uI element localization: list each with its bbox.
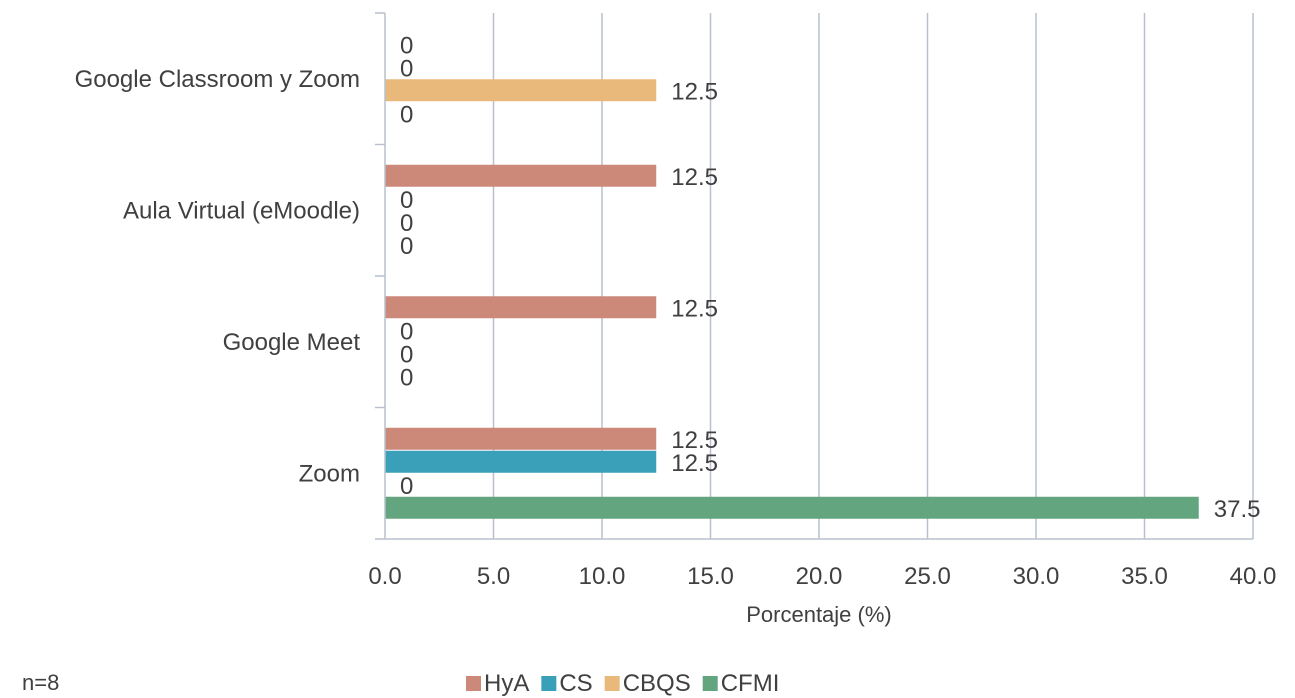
- sample-size-note: n=8: [22, 670, 59, 695]
- data-label: 0: [400, 341, 413, 368]
- category-label: Google Meet: [223, 329, 361, 356]
- legend-swatch-cbqs: [604, 676, 620, 691]
- legend-swatch-cs: [541, 676, 557, 691]
- data-label: 0: [400, 55, 413, 82]
- data-label: 0: [400, 187, 413, 214]
- data-label: 12.5: [671, 295, 718, 322]
- axes: 0.0 5.0 10.0 15.0 20.0 25.0 30.0 35.0 40.0 Google…: [75, 12, 1277, 590]
- data-label: 0: [400, 233, 413, 260]
- legend-label-hya: HyA: [484, 670, 529, 697]
- legend-swatch-cfmi: [702, 676, 718, 691]
- x-tick-label: 35.0: [1121, 563, 1168, 590]
- x-axis-title: Porcentaje (%): [746, 602, 892, 627]
- bar-hya: [385, 164, 657, 187]
- bar-cfmi: [385, 496, 1199, 519]
- data-label: 12.5: [671, 164, 718, 191]
- bars: [385, 79, 1199, 519]
- legend: HyA CS CBQS CFMI: [466, 670, 779, 697]
- category-label: Zoom: [299, 460, 360, 487]
- x-tick-label: 0.0: [368, 563, 401, 590]
- data-label: 0: [400, 32, 413, 59]
- x-tick-label: 25.0: [904, 563, 951, 590]
- bar-hya: [385, 427, 657, 450]
- legend-label-cfmi: CFMI: [721, 670, 780, 697]
- data-label: 0: [400, 318, 413, 345]
- legend-label-cs: CS: [559, 670, 592, 697]
- data-label: 0: [400, 210, 413, 237]
- legend-swatch-hya: [466, 676, 481, 691]
- bar-hya: [385, 296, 657, 319]
- x-tick-label: 15.0: [687, 563, 734, 590]
- x-tick-label: 30.0: [1013, 563, 1060, 590]
- bar-cs: [385, 450, 657, 473]
- data-label: 0: [400, 364, 413, 391]
- data-label: 12.5: [671, 427, 718, 454]
- data-label: 12.5: [671, 450, 718, 477]
- x-tick-label: 5.0: [477, 563, 510, 590]
- data-label: 0: [400, 473, 413, 500]
- data-label: 0: [400, 101, 413, 128]
- legend-label-cbqs: CBQS: [623, 670, 691, 697]
- x-tick-label: 10.0: [579, 563, 626, 590]
- category-label: Aula Virtual (eMoodle): [123, 197, 360, 224]
- data-label: 37.5: [1214, 496, 1261, 523]
- x-tick-label: 40.0: [1230, 563, 1277, 590]
- category-label: Google Classroom y Zoom: [75, 66, 360, 93]
- x-tick-label: 20.0: [796, 563, 843, 590]
- bar-cbqs: [385, 79, 657, 102]
- data-label: 12.5: [671, 78, 718, 105]
